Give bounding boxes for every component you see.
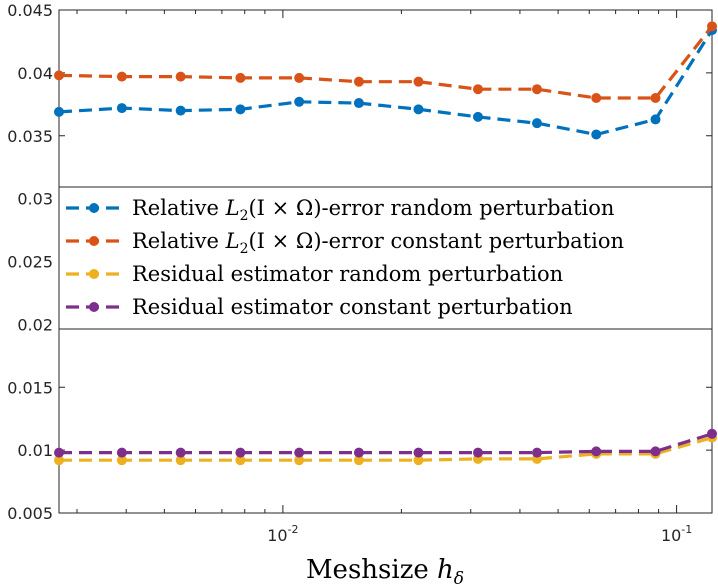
data-point bbox=[175, 105, 186, 116]
y-tick-label: 0.01 bbox=[17, 441, 53, 460]
data-point bbox=[650, 93, 661, 104]
x-axis-label-text: Meshsize bbox=[306, 555, 429, 585]
data-point bbox=[472, 447, 483, 458]
data-point bbox=[175, 71, 186, 82]
x-tick-label: 10-2 bbox=[267, 523, 298, 545]
data-point bbox=[413, 104, 424, 115]
data-point bbox=[531, 118, 542, 129]
data-point bbox=[175, 447, 186, 458]
series-line bbox=[58, 29, 714, 137]
data-point bbox=[472, 111, 483, 122]
legend-swatch-marker bbox=[89, 203, 99, 213]
data-point bbox=[591, 93, 602, 104]
legend-swatch-marker bbox=[89, 236, 99, 246]
data-point bbox=[294, 96, 305, 107]
data-point bbox=[531, 84, 542, 95]
y-tick-label: 0.025 bbox=[7, 253, 53, 272]
data-point bbox=[116, 455, 127, 466]
y-tick-label: 0.02 bbox=[17, 315, 53, 334]
legend-label: Residual estimator random perturbation bbox=[132, 262, 563, 286]
data-point bbox=[472, 84, 483, 95]
series-layer bbox=[54, 21, 717, 466]
y-tick-label: 0.035 bbox=[7, 127, 53, 146]
data-point bbox=[235, 447, 246, 458]
data-point bbox=[116, 447, 127, 458]
data-point bbox=[353, 98, 364, 109]
legend-box bbox=[58, 186, 713, 330]
data-point bbox=[116, 71, 127, 82]
data-point bbox=[353, 447, 364, 458]
data-point bbox=[413, 76, 424, 87]
series-4 bbox=[54, 428, 717, 458]
y-tick-label: 0.005 bbox=[7, 504, 53, 523]
data-point bbox=[413, 455, 424, 466]
legend-label: Relative L2(I × Ω)-error constant pertur… bbox=[132, 229, 624, 257]
legend-swatch-marker bbox=[89, 302, 99, 312]
legend-swatch-marker bbox=[89, 269, 99, 279]
series-line bbox=[59, 436, 713, 462]
x-axis-label-subscript: δ bbox=[454, 569, 464, 585]
data-point bbox=[353, 455, 364, 466]
x-axis-label-symbol: h bbox=[437, 555, 454, 585]
data-point bbox=[235, 455, 246, 466]
data-point bbox=[54, 70, 64, 81]
data-point bbox=[175, 455, 186, 466]
y-tick-label: 0.015 bbox=[7, 378, 53, 397]
data-point bbox=[54, 106, 64, 117]
series-line bbox=[58, 25, 714, 100]
x-axis: 10-2 10-1 bbox=[76, 10, 692, 545]
data-point bbox=[591, 129, 602, 140]
data-point bbox=[531, 447, 542, 458]
legend: Relative L2(I × Ω)-error random perturba… bbox=[58, 186, 713, 330]
x-axis-label: Meshsize hδ bbox=[306, 555, 464, 585]
y-tick-label: 0.045 bbox=[7, 1, 53, 20]
data-point bbox=[54, 455, 64, 466]
data-point bbox=[650, 446, 661, 457]
legend-label: Relative L2(I × Ω)-error random perturba… bbox=[132, 196, 614, 224]
data-point bbox=[235, 72, 246, 83]
series-line bbox=[59, 432, 713, 455]
data-point bbox=[707, 21, 717, 32]
y-tick-label: 0.04 bbox=[17, 64, 53, 83]
legend-label: Residual estimator constant perturbation bbox=[132, 295, 573, 319]
data-point bbox=[54, 447, 64, 458]
data-point bbox=[294, 72, 305, 83]
data-point bbox=[235, 104, 246, 115]
y-tick-label: 0.03 bbox=[17, 190, 53, 209]
data-point bbox=[116, 103, 127, 114]
data-point bbox=[707, 428, 717, 439]
data-point bbox=[353, 76, 364, 87]
x-tick-label: 10-1 bbox=[661, 523, 692, 545]
data-point bbox=[413, 447, 424, 458]
data-point bbox=[650, 114, 661, 125]
data-point bbox=[591, 446, 602, 457]
series-2 bbox=[54, 21, 717, 104]
data-point bbox=[294, 455, 305, 466]
data-point bbox=[294, 447, 305, 458]
